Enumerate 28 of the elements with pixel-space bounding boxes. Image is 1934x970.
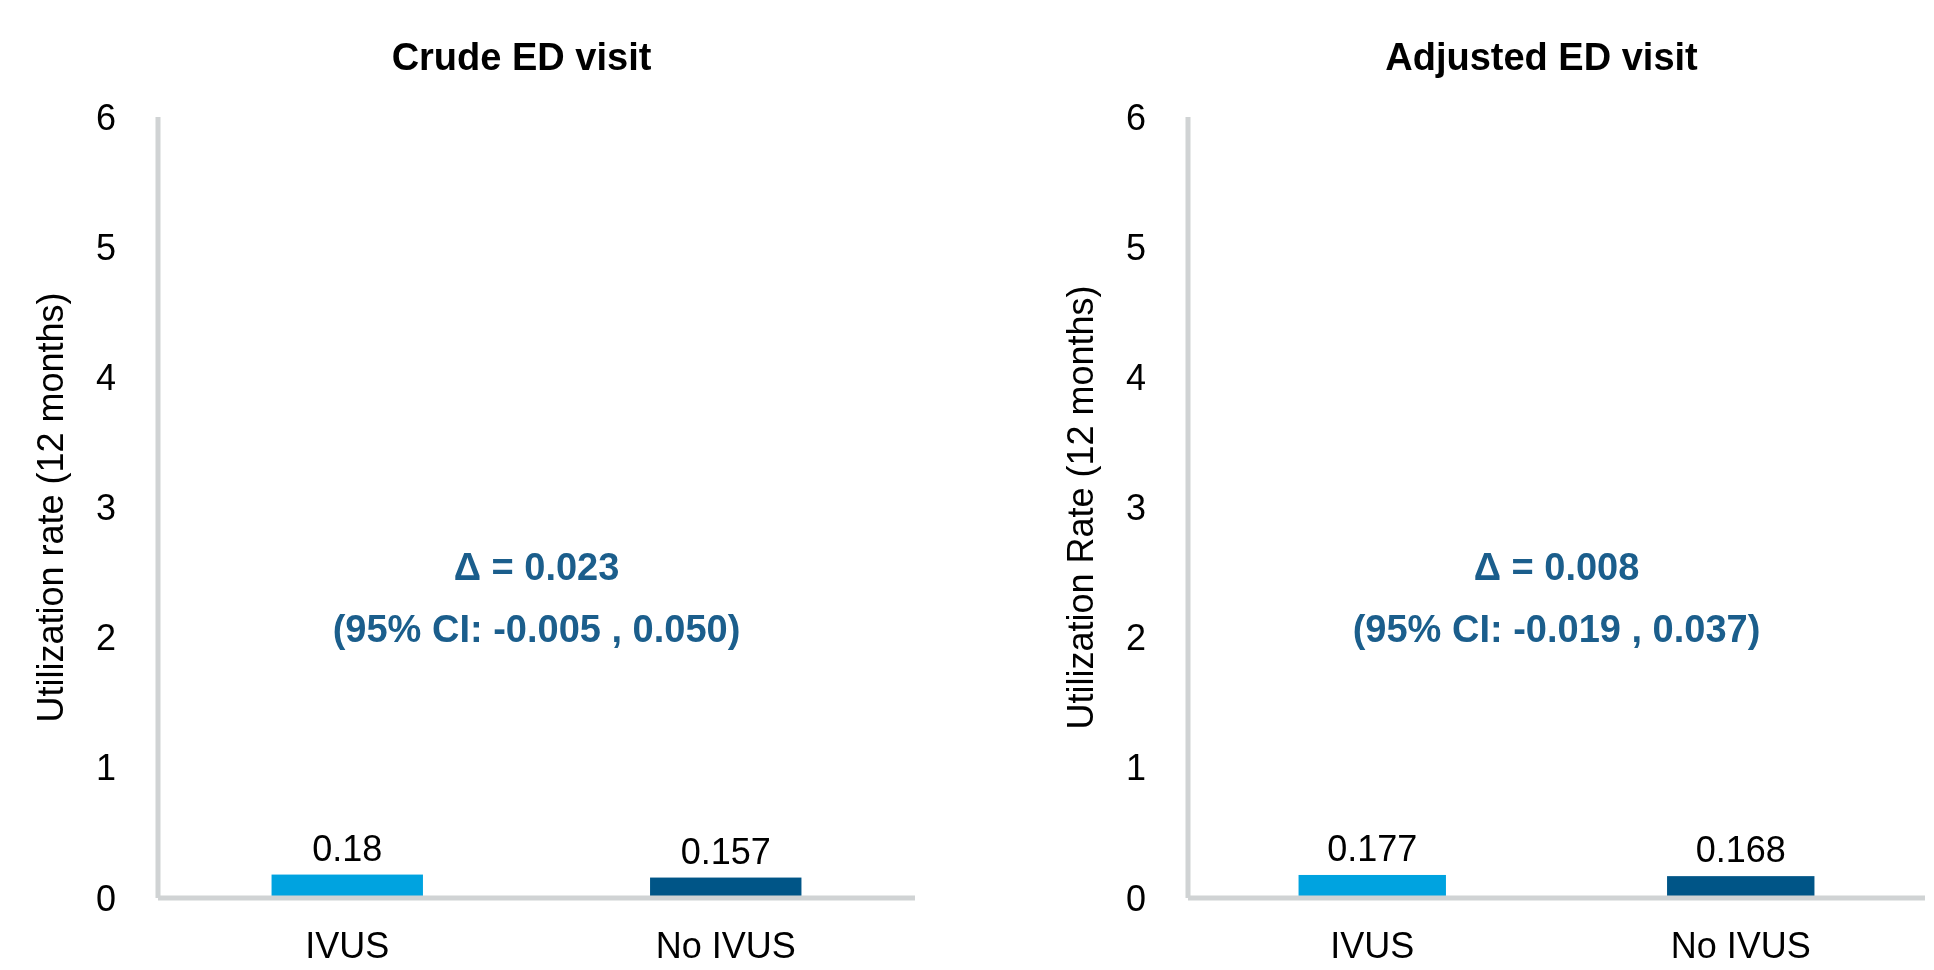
data-label: 0.168: [1695, 829, 1786, 871]
annotation: Δ = 0.008 (95% CI: -0.019 , 0.037): [1352, 546, 1761, 650]
x-tick-label: IVUS: [305, 925, 390, 966]
y-tick-label: 1: [1125, 747, 1146, 789]
y-tick-label: 3: [95, 487, 116, 529]
data-label: 0.177: [1327, 827, 1418, 869]
y-tick-label: 3: [1125, 487, 1146, 529]
y-tick-label: 5: [1125, 226, 1146, 268]
y-tick-label: 2: [1125, 617, 1146, 659]
y-tick-label: 6: [95, 96, 116, 138]
y-tick-label: 1: [95, 747, 116, 789]
data-label: 0.18: [312, 827, 383, 869]
chart-title: Crude ED visit: [391, 36, 652, 78]
y-tick-label: 2: [95, 617, 116, 659]
x-tick-label: No IVUS: [1670, 925, 1811, 966]
x-tick-label: No IVUS: [655, 925, 796, 966]
y-tick-label: 0: [95, 877, 116, 919]
chart-title: Adjusted ED visit: [1385, 36, 1699, 78]
y-axis-title: Utilization Rate (12 months): [1060, 285, 1101, 730]
y-tick-label: 5: [95, 226, 116, 268]
data-label: 0.157: [680, 830, 771, 872]
y-tick-label: 4: [95, 356, 116, 398]
x-tick-label: IVUS: [1330, 925, 1415, 966]
y-tick-label: 4: [1125, 356, 1146, 398]
annotation: Δ = 0.023 (95% CI: -0.005 , 0.050): [332, 546, 741, 650]
y-axis-title: Utilization rate (12 months): [30, 292, 71, 723]
y-tick-label: 6: [1125, 96, 1146, 138]
y-tick-label: 0: [1125, 877, 1146, 919]
